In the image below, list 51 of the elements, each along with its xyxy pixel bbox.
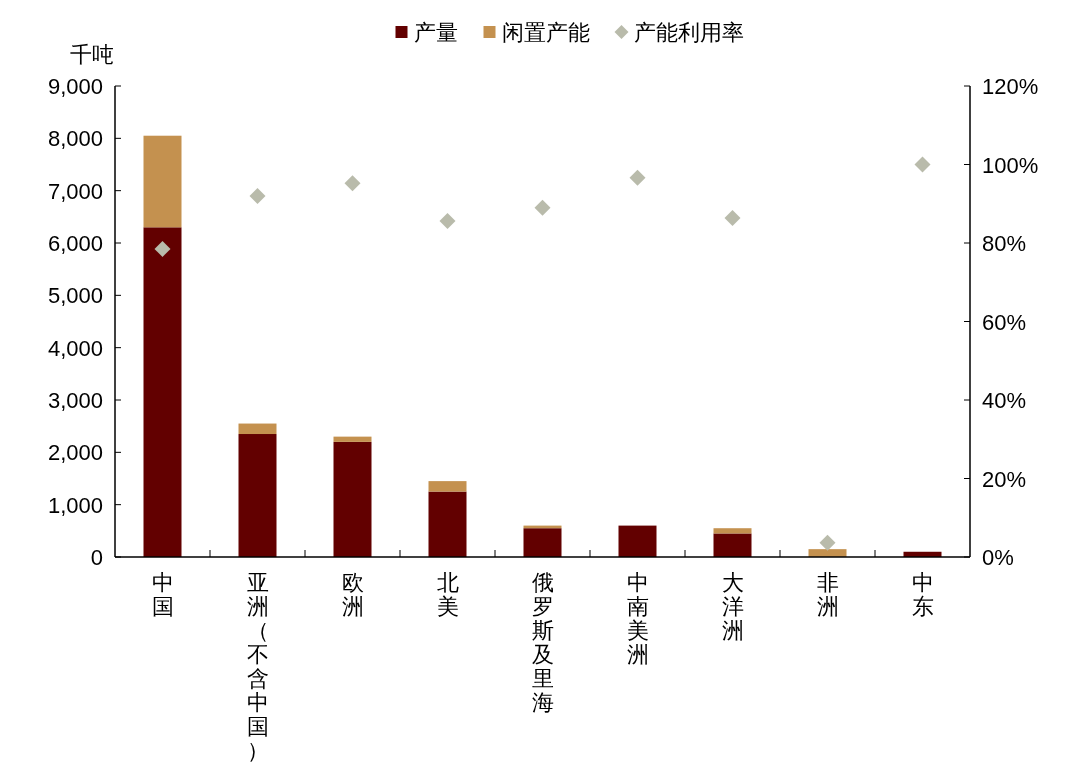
legend-label: 产量 xyxy=(413,20,458,45)
x-tick-label: 中东 xyxy=(911,570,934,619)
bar xyxy=(333,436,372,442)
bar xyxy=(618,525,657,557)
y2-tick-label: 100% xyxy=(982,152,1039,178)
y-axis-title: 千吨 xyxy=(70,42,114,67)
point xyxy=(249,187,266,204)
y-tick-label: 5,000 xyxy=(47,283,103,309)
bar xyxy=(523,528,562,557)
y-tick-label: 8,000 xyxy=(47,126,103,152)
point xyxy=(534,199,551,216)
bar xyxy=(713,533,752,557)
y-tick-label: 4,000 xyxy=(47,335,103,361)
y2-tick-label: 60% xyxy=(982,309,1027,335)
y2-tick-label: 0% xyxy=(982,545,1014,570)
y-tick-label: 3,000 xyxy=(47,388,103,413)
x-tick-label: 中国 xyxy=(151,570,174,619)
bar xyxy=(238,423,277,435)
y-tick-label: 7,000 xyxy=(47,178,103,204)
y-tick-label: 1,000 xyxy=(47,492,103,518)
y-tick-label: 6,000 xyxy=(47,231,103,256)
x-tick-label: 中南美洲 xyxy=(626,570,649,667)
y2-tick-label: 20% xyxy=(982,466,1027,492)
y-tick-label: 2,000 xyxy=(47,440,103,466)
x-tick-label: 欧洲 xyxy=(341,570,364,619)
legend-label: 产能利用率 xyxy=(633,20,744,45)
y2-tick-label: 120% xyxy=(982,74,1039,99)
y2-tick-label: 40% xyxy=(982,388,1027,413)
bar xyxy=(143,227,182,557)
x-tick-label: 非洲 xyxy=(816,570,839,619)
bar xyxy=(713,528,752,534)
point xyxy=(154,240,171,257)
x-tick-label: 大洋洲 xyxy=(721,570,744,643)
point xyxy=(724,209,741,226)
y-tick-label: 9,000 xyxy=(47,74,103,99)
point xyxy=(629,169,646,186)
legend-label: 闲置产能 xyxy=(501,20,590,45)
bar xyxy=(428,481,467,492)
y2-tick-label: 80% xyxy=(982,231,1027,256)
point xyxy=(344,175,361,192)
y-tick-label: 0 xyxy=(90,545,103,570)
point xyxy=(439,213,456,230)
bar xyxy=(333,441,372,557)
bar xyxy=(238,434,277,557)
x-tick-label: 亚洲（不含中国） xyxy=(246,570,269,763)
bar xyxy=(143,135,182,228)
bar xyxy=(428,491,467,557)
x-tick-label: 北美 xyxy=(436,570,459,619)
point xyxy=(819,534,836,551)
x-tick-label: 俄罗斯及里海 xyxy=(531,570,554,715)
point xyxy=(914,156,931,173)
